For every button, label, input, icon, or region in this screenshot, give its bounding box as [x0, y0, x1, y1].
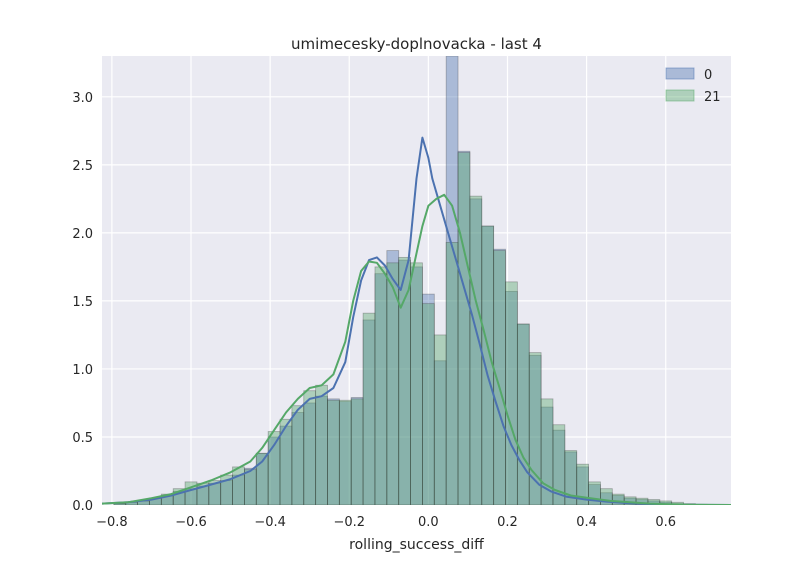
chart-title: umimecesky-doplnovacka - last 4: [291, 35, 542, 53]
x-tick-label: 0.6: [655, 515, 676, 530]
histogram-bar: [386, 262, 400, 505]
x-tick-label: −0.8: [96, 515, 128, 530]
histogram-bar: [374, 273, 388, 505]
histogram-bar: [279, 418, 293, 505]
histogram-bar: [552, 429, 566, 505]
x-tick-label: −0.4: [254, 515, 286, 530]
histogram-bar: [255, 452, 269, 505]
histogram-bar: [232, 466, 245, 505]
histogram-bar: [303, 402, 317, 505]
histogram-bar: [386, 250, 400, 505]
histogram-bar: [220, 474, 233, 505]
histogram-bar: [338, 399, 352, 505]
histogram-bar: [374, 266, 388, 505]
grid-lines: [102, 56, 731, 506]
histogram-bar: [338, 401, 352, 505]
histogram-bar: [576, 463, 589, 505]
histogram-series-21: [113, 152, 731, 505]
histogram-bar: [327, 398, 340, 505]
histogram-bar: [647, 499, 661, 505]
histogram-bar: [244, 469, 257, 505]
histogram-bar: [528, 352, 542, 505]
histogram-bar: [350, 398, 364, 505]
x-tick-label: 0.2: [497, 515, 518, 530]
histogram-bar: [315, 384, 328, 505]
histogram-bar: [172, 488, 186, 505]
y-tick-label: 0.5: [72, 431, 93, 446]
histogram-bar: [611, 493, 625, 505]
legend: 0 21: [665, 67, 721, 105]
histogram-bar: [184, 488, 198, 505]
y-tick-label: 0.0: [72, 499, 93, 514]
histogram-bar: [564, 451, 578, 505]
x-tick-label: −0.6: [175, 515, 207, 530]
histogram-bar: [291, 405, 305, 505]
y-tick-label: 3.0: [72, 91, 93, 106]
histogram-bar: [362, 319, 376, 505]
histogram-bar: [457, 150, 471, 505]
histogram-bar: [433, 360, 447, 505]
kde-line-21: [102, 193, 731, 505]
histogram-bar: [576, 466, 589, 505]
histogram-bar: [267, 436, 281, 505]
histogram-bar: [244, 467, 257, 505]
histogram-bar: [291, 412, 305, 505]
histogram-bar: [600, 488, 613, 505]
histogram-bar: [469, 195, 483, 505]
y-tick-label: 2.5: [72, 159, 93, 174]
histogram-bar: [267, 431, 281, 505]
x-tick-label: 0.4: [576, 515, 597, 530]
histogram-bar: [588, 484, 601, 505]
histogram-bar: [303, 390, 317, 505]
histogram-bar: [398, 259, 411, 505]
y-tick-label: 2.0: [72, 227, 93, 242]
legend-swatch-21: [665, 89, 695, 102]
plot-area: [102, 56, 731, 505]
x-tick-label: −0.2: [333, 515, 365, 530]
histogram-bar: [410, 262, 423, 505]
kde-curves: [102, 136, 731, 505]
y-tick-label: 1.0: [72, 363, 93, 378]
histogram-bar: [564, 450, 578, 505]
legend-label-0: 0: [704, 68, 712, 83]
histogram-bar: [588, 481, 601, 505]
histogram-series-0: [113, 56, 731, 505]
histogram-bar: [362, 312, 376, 505]
legend-label-21: 21: [704, 90, 721, 105]
histogram-bar: [445, 242, 459, 505]
histogram-bar: [422, 303, 435, 505]
histogram-bar: [350, 397, 364, 505]
histogram-bar: [493, 248, 506, 505]
histogram-bar: [540, 406, 554, 505]
histogram-bar: [635, 497, 649, 505]
y-tick-labels: 0.0 0.5 1.0 1.5 2.0 2.5 3.0: [72, 91, 93, 514]
histogram-bar: [528, 354, 542, 505]
y-tick-label: 1.5: [72, 295, 93, 310]
histogram-bar: [422, 293, 435, 505]
histogram-bar: [457, 152, 471, 505]
histogram-bar: [516, 323, 530, 505]
histogram-bar: [327, 399, 340, 505]
kde-line-0: [102, 136, 731, 505]
histogram-bar: [493, 250, 506, 505]
histogram-bar: [184, 481, 198, 505]
histogram-bar: [255, 452, 269, 505]
histogram-bar: [410, 266, 423, 505]
histogram-bar: [516, 323, 530, 505]
x-tick-labels: −0.8 −0.6 −0.4 −0.2 0.0 0.2 0.4 0.6: [96, 515, 676, 530]
histogram-bar: [398, 256, 411, 505]
histogram-bar: [505, 281, 518, 505]
legend-swatch-0: [665, 67, 695, 80]
x-tick-label: 0.0: [418, 515, 439, 530]
histogram-bar: [552, 424, 566, 505]
histogram-bar: [208, 480, 222, 505]
histogram-bar: [505, 290, 518, 505]
histogram-bar: [540, 398, 554, 505]
x-axis-label: rolling_success_diff: [349, 537, 484, 553]
histogram-bar: [445, 56, 459, 505]
histogram-bar: [433, 334, 447, 505]
